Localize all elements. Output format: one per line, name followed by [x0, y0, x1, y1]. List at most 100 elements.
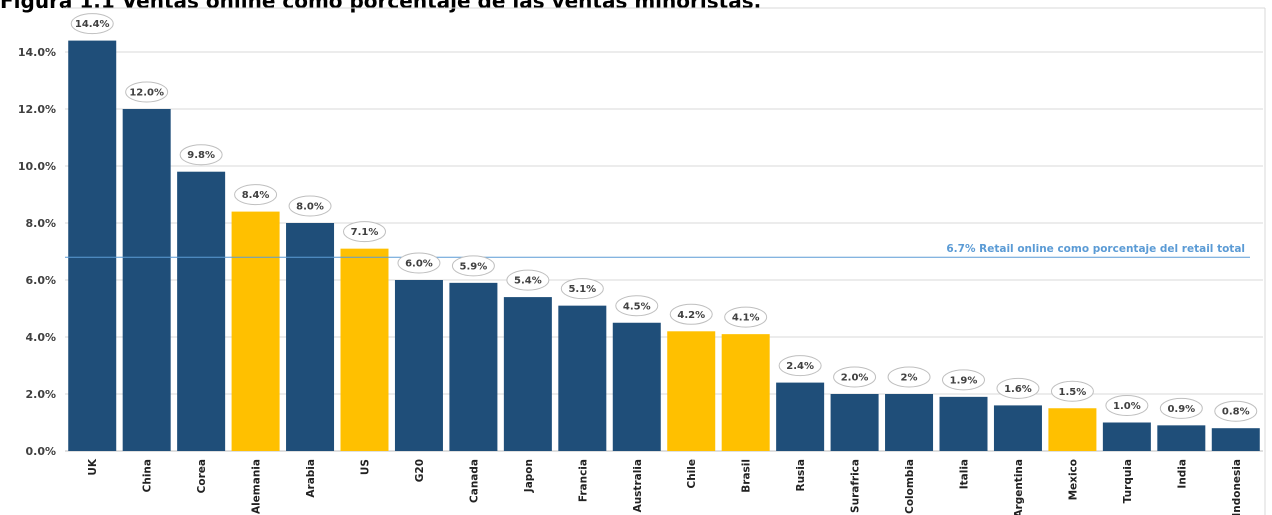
- category-label-colombia: Colombia: [904, 459, 916, 514]
- y-tick-label: 14.0%: [18, 46, 56, 59]
- bar-turquia: [1102, 422, 1151, 451]
- data-label-bubble: [343, 221, 386, 243]
- data-label-text: 14.4%: [75, 19, 110, 30]
- category-label-italia: Italia: [959, 459, 971, 489]
- data-label-text: 4.2%: [677, 310, 705, 321]
- data-label-bubble: [1105, 395, 1149, 416]
- bar-uk: [68, 40, 117, 451]
- data-label-text: 4.5%: [623, 301, 651, 312]
- figure-title: Figura 1.1 Ventas online como porcentaje…: [0, 0, 762, 13]
- y-tick-label: 6.0%: [25, 274, 56, 287]
- data-label-text: 0.8%: [1222, 407, 1250, 418]
- data-label-alemania: 8.4%: [234, 184, 278, 206]
- data-label-text: 9.8%: [187, 150, 215, 161]
- data-label-bubble: [833, 366, 877, 388]
- data-label-bubble: [942, 369, 985, 391]
- data-label-bubble: [234, 184, 278, 206]
- data-label-text: 0.9%: [1167, 404, 1195, 415]
- data-label-text: 8.4%: [242, 190, 270, 201]
- data-label-japon: 5.4%: [506, 269, 550, 291]
- x-axis-categories: UK China Corea Alemania Arabia US G20 Canada Jap…: [87, 458, 1243, 515]
- data-label-colombia: 2%: [887, 366, 931, 388]
- category-label-arabia: Arabia: [305, 459, 317, 498]
- category-label-india: India: [1176, 459, 1188, 489]
- data-label-bubble: [778, 355, 822, 377]
- bar-argentina: [993, 405, 1042, 451]
- category-label-rusia: Rusia: [795, 459, 807, 492]
- category-label-brasil: Brasil: [741, 459, 753, 493]
- data-label-text: 5.4%: [514, 276, 542, 287]
- data-label-indonesia: 0.8%: [1214, 400, 1258, 422]
- y-tick-label: 8.0%: [25, 217, 56, 230]
- data-label-text: 2.0%: [841, 373, 869, 384]
- data-label-canada: 5.9%: [451, 255, 495, 277]
- data-label-bubble: [397, 252, 441, 274]
- category-label-japon: Japon: [523, 459, 535, 493]
- category-label-corea: Corea: [196, 459, 208, 493]
- data-label-bubble: [70, 13, 114, 35]
- data-label-text: 2%: [901, 373, 918, 384]
- category-label-g20: G20: [414, 459, 426, 482]
- data-label-rusia: 2.4%: [778, 355, 822, 377]
- data-label-italia: 1.9%: [942, 369, 985, 391]
- bar-corea: [177, 171, 226, 451]
- data-label-bubble: [560, 278, 604, 300]
- y-tick-label: 2.0%: [25, 388, 56, 401]
- bar-australia: [612, 322, 661, 451]
- data-label-bubble: [179, 144, 223, 166]
- bar-china: [122, 109, 171, 451]
- bar-arabia: [286, 223, 335, 451]
- reference-line-label: 6.7% Retail online como porcentaje del r…: [946, 243, 1245, 255]
- data-label-text: 12.0%: [129, 88, 164, 99]
- bar-rusia: [776, 382, 825, 451]
- bar-italia: [939, 396, 988, 451]
- data-label-francia: 5.1%: [560, 278, 604, 300]
- category-label-china: China: [142, 459, 154, 492]
- bar-india: [1157, 425, 1206, 451]
- category-label-canada: Canada: [468, 459, 480, 503]
- data-label-bubble: [724, 306, 768, 328]
- data-label-text: 2.4%: [786, 361, 814, 372]
- bar-canada: [449, 282, 498, 451]
- data-label-china: 12.0%: [125, 81, 169, 103]
- data-label-text: 1.9%: [950, 375, 978, 386]
- data-label-bubble: [669, 303, 713, 325]
- category-label-francia: Francia: [577, 459, 589, 502]
- bar-mexico: [1048, 408, 1097, 451]
- data-label-text: 6.0%: [405, 259, 433, 270]
- data-label-turquia: 1.0%: [1105, 395, 1149, 416]
- bar-francia: [558, 305, 607, 451]
- bar-chile: [667, 331, 716, 451]
- data-label-bubble: [615, 295, 659, 317]
- data-label-text: 1.0%: [1113, 401, 1141, 412]
- bar-japon: [503, 297, 552, 451]
- data-label-corea: 9.8%: [179, 144, 223, 166]
- category-label-alemania: Alemania: [251, 459, 263, 514]
- y-tick-label: 4.0%: [25, 331, 56, 344]
- bar-brasil: [721, 334, 770, 451]
- category-label-us: US: [360, 459, 372, 475]
- data-label-bubble: [288, 195, 332, 217]
- category-label-surafrica: Surafrica: [850, 459, 862, 513]
- data-label-text: 1.6%: [1004, 384, 1032, 395]
- data-label-india: 0.9%: [1159, 397, 1203, 419]
- data-label-arabia: 8.0%: [288, 195, 332, 217]
- data-label-mexico: 1.5%: [1050, 380, 1094, 402]
- y-tick-label: 10.0%: [18, 160, 56, 173]
- data-label-text: 8.0%: [296, 202, 324, 213]
- data-label-chile: 4.2%: [669, 303, 713, 325]
- bar-colombia: [885, 394, 934, 451]
- category-label-argentina: Argentina: [1013, 459, 1025, 515]
- y-tick-label: 12.0%: [18, 103, 56, 116]
- data-label-bubble: [451, 255, 495, 277]
- data-label-g20: 6.0%: [397, 252, 441, 274]
- category-label-turquia: Turquia: [1122, 459, 1134, 503]
- data-label-argentina: 1.6%: [996, 377, 1040, 399]
- data-label-uk: 14.4%: [70, 13, 114, 35]
- bar-alemania: [231, 211, 280, 451]
- bar-us: [340, 248, 389, 451]
- data-label-australia: 4.5%: [615, 295, 659, 317]
- y-axis-ticks: 0.0% 2.0% 4.0% 6.0% 8.0% 10.0% 12.0% 14.0%: [18, 46, 56, 458]
- data-label-text: 1.5%: [1059, 387, 1087, 398]
